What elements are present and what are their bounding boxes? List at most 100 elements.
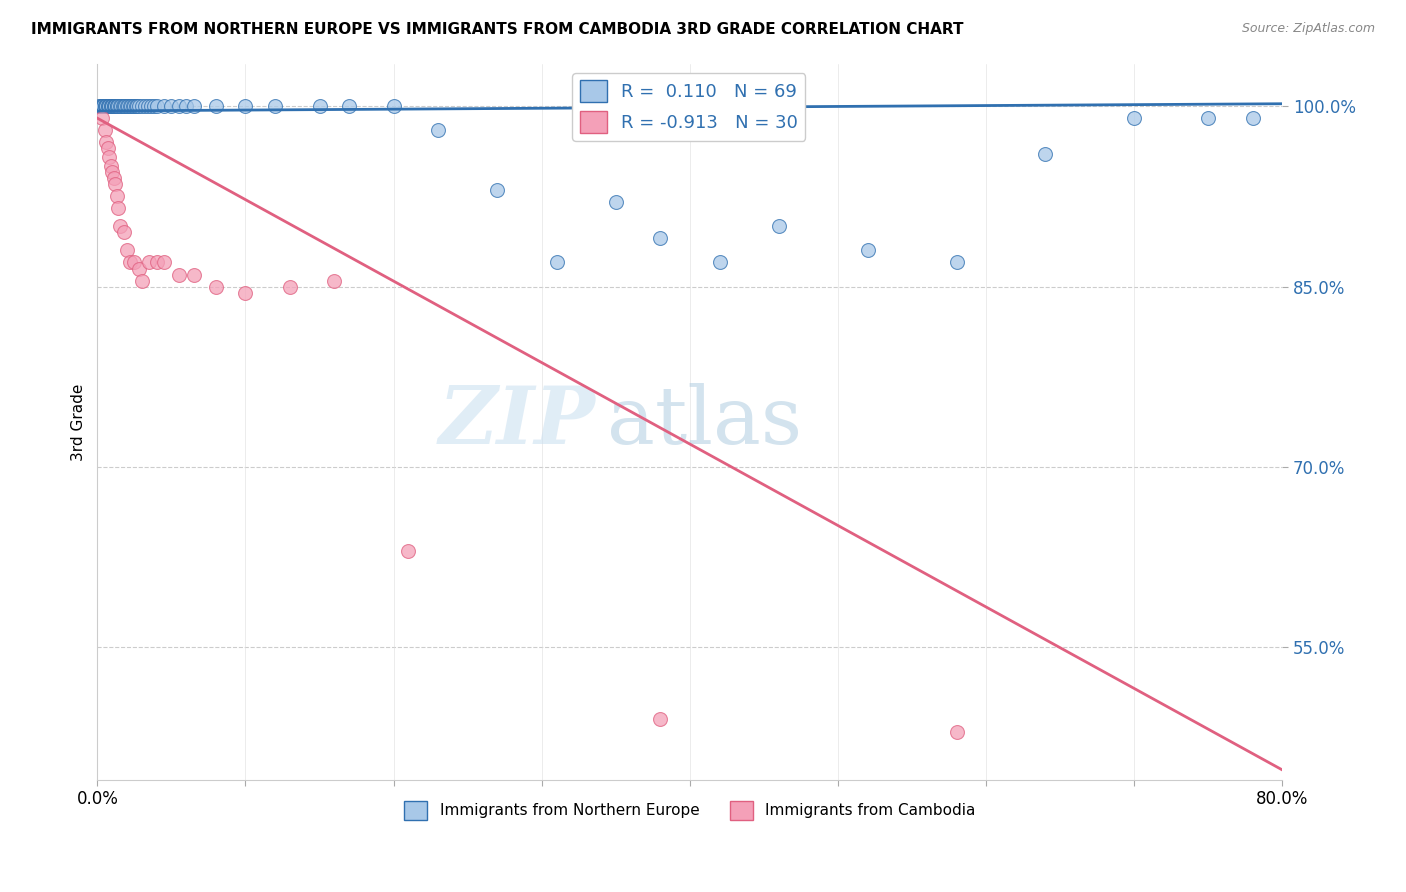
Legend: Immigrants from Northern Europe, Immigrants from Cambodia: Immigrants from Northern Europe, Immigra… [398,795,981,826]
Point [1241,111,1264,125]
Point [125,99,148,113]
Point [205,99,228,113]
Point [546,255,568,269]
Point [97,141,120,155]
Point [96,99,118,113]
Point [124,255,146,269]
Point [108,99,131,113]
Point [1035,147,1057,161]
Point [264,99,287,113]
Point [128,261,150,276]
Point [337,99,360,113]
Point [89,99,111,113]
Text: atlas: atlas [607,383,801,461]
Point [112,226,135,240]
Point [945,724,967,739]
Point [122,99,145,113]
Point [124,99,146,113]
Point [183,268,205,282]
Point [101,99,124,113]
Point [142,99,165,113]
Point [768,219,790,234]
Point [650,713,672,727]
Point [396,544,419,558]
Point [427,123,450,137]
Point [91,99,114,113]
Point [945,255,967,269]
Point [115,244,138,258]
Point [174,99,197,113]
Point [105,99,128,113]
Point [605,195,627,210]
Point [167,99,190,113]
Point [98,99,121,113]
Point [205,279,228,293]
Point [145,255,167,269]
Point [118,99,141,113]
Point [90,99,112,113]
Point [104,99,127,113]
Point [94,99,117,113]
Point [131,99,153,113]
Text: ZIP: ZIP [439,383,595,460]
Point [145,99,167,113]
Point [128,99,150,113]
Point [1123,111,1146,125]
Point [709,255,731,269]
Point [97,99,120,113]
Point [97,99,120,113]
Point [486,183,509,197]
Point [382,99,405,113]
Point [112,99,135,113]
Point [118,255,141,269]
Point [94,99,117,113]
Point [115,99,138,113]
Y-axis label: 3rd Grade: 3rd Grade [72,384,86,460]
Point [1197,111,1219,125]
Point [160,99,183,113]
Point [100,99,122,113]
Point [101,99,124,113]
Point [139,99,162,113]
Point [138,255,160,269]
Point [117,99,139,113]
Point [131,273,153,287]
Point [101,165,124,179]
Point [127,99,149,113]
Point [104,99,127,113]
Point [108,219,131,234]
Point [153,255,176,269]
Point [107,99,129,113]
Point [98,150,121,164]
Point [120,99,142,113]
Point [136,99,159,113]
Point [167,268,190,282]
Point [107,202,129,216]
Point [98,99,121,113]
Point [87,99,110,113]
Point [323,273,346,287]
Point [308,99,330,113]
Point [91,99,114,113]
Point [235,285,257,300]
Point [110,99,132,113]
Point [90,111,112,125]
Point [103,171,125,186]
Point [111,99,134,113]
Point [235,99,257,113]
Point [100,99,122,113]
Point [94,123,117,137]
Point [153,99,176,113]
Point [183,99,205,113]
Point [96,135,118,149]
Point [650,231,672,245]
Text: Source: ZipAtlas.com: Source: ZipAtlas.com [1241,22,1375,36]
Point [100,159,122,173]
Point [104,178,127,192]
Point [856,244,879,258]
Point [96,99,118,113]
Point [114,99,136,113]
Point [90,99,112,113]
Point [103,99,125,113]
Point [134,99,156,113]
